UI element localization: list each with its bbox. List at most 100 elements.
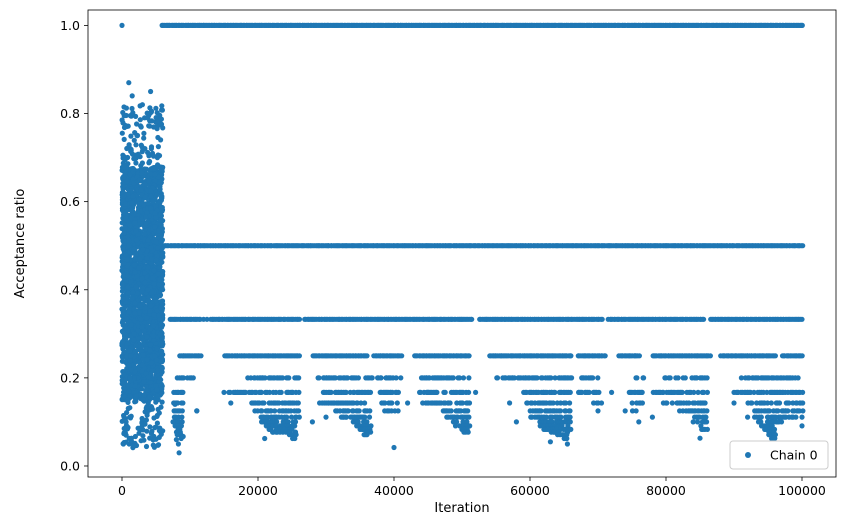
band-point (355, 419, 361, 425)
band-point (296, 316, 303, 322)
band-point (369, 375, 375, 381)
band-point (364, 432, 370, 438)
cluster-point (137, 117, 143, 123)
band-point (332, 375, 338, 381)
cluster-point (133, 113, 139, 119)
band-point (558, 414, 564, 420)
band-point (358, 400, 364, 406)
band-point (395, 389, 401, 395)
cluster-point (133, 142, 139, 148)
band-point (180, 375, 187, 381)
cluster-point (136, 430, 142, 436)
band-point (567, 414, 573, 420)
band-point (639, 389, 645, 395)
band-point (563, 400, 569, 406)
cluster-point (159, 103, 165, 109)
cluster-point (155, 144, 161, 150)
cluster-point (131, 137, 137, 143)
band-point (466, 414, 472, 420)
band-point (328, 389, 334, 395)
band-point (686, 400, 692, 406)
cluster-point (143, 417, 149, 423)
band-point (364, 419, 370, 425)
band-point (286, 375, 292, 381)
cluster-point (135, 151, 141, 157)
cluster-point (133, 342, 139, 349)
band-point (548, 375, 554, 381)
data-points (119, 22, 806, 456)
band-point (703, 414, 709, 420)
band-point (267, 389, 273, 395)
cluster-point (122, 386, 128, 393)
cluster-point (144, 110, 150, 116)
band-point (278, 389, 284, 395)
cluster-point (158, 137, 164, 143)
band-point (459, 400, 466, 406)
band-point (669, 400, 675, 406)
band-point (288, 408, 294, 414)
cluster-point (129, 105, 135, 112)
band-point (261, 400, 267, 406)
band-point (179, 408, 185, 414)
band-point (633, 408, 639, 414)
cluster-point (141, 202, 147, 208)
band-point (701, 316, 707, 322)
band-point (494, 375, 501, 381)
band-point (274, 419, 280, 425)
band-point (538, 408, 544, 414)
cluster-point (125, 161, 131, 167)
cluster-point (147, 435, 153, 441)
cluster-point (158, 121, 165, 127)
band-point (180, 400, 186, 406)
band-point (465, 429, 471, 435)
band-point (460, 419, 466, 425)
band-point (799, 316, 805, 322)
band-point (280, 375, 286, 381)
cluster-point (121, 136, 127, 142)
band-point (362, 414, 368, 420)
band-point (534, 375, 540, 381)
band-point (258, 389, 264, 395)
band-point (442, 389, 448, 395)
cluster-point (144, 404, 150, 410)
band-point (362, 400, 368, 406)
cluster-point (119, 130, 125, 136)
cluster-point (128, 435, 135, 441)
cluster-point (141, 135, 147, 141)
cluster-point (138, 386, 144, 392)
cluster-point (128, 133, 134, 139)
band-point (552, 389, 558, 395)
band-point (776, 400, 783, 406)
cluster-point (159, 365, 165, 371)
band-point (800, 400, 806, 406)
band-point (590, 375, 596, 381)
band-point (800, 389, 806, 395)
band-point (180, 389, 186, 395)
band-point (786, 400, 792, 406)
cluster-point (122, 359, 128, 365)
band-point (469, 316, 475, 322)
band-point (450, 375, 456, 381)
band-point (288, 414, 295, 420)
band-point (368, 429, 374, 435)
cluster-point (154, 420, 160, 426)
band-point (272, 408, 278, 414)
band-point (766, 408, 773, 414)
band-point (395, 408, 401, 414)
cluster-point (152, 425, 158, 431)
cluster-point (153, 399, 159, 405)
band-point (343, 389, 349, 395)
band-point (179, 419, 185, 425)
band-point (695, 389, 701, 395)
band-point (398, 375, 404, 381)
band-point (595, 375, 601, 381)
band-point (343, 414, 349, 420)
cluster-point (123, 112, 129, 119)
band-point (602, 353, 608, 359)
band-point (447, 400, 453, 406)
band-point (316, 375, 322, 381)
cluster-point (140, 433, 146, 439)
band-point (456, 375, 463, 381)
band-point (751, 389, 757, 395)
